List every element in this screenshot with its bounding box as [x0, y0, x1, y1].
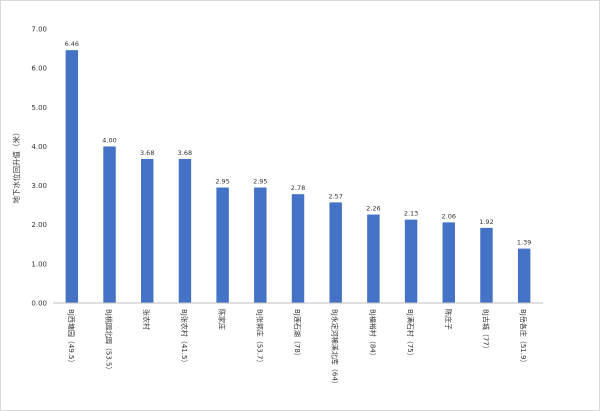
bar	[216, 187, 229, 303]
bar	[178, 158, 192, 303]
data-label: 2.78	[291, 184, 305, 192]
data-label: 2.13	[404, 210, 418, 218]
y-tick-label: 0.00	[31, 300, 47, 308]
y-axis-ticks: 0.00 1.00 2.00 3.00 4.00 5.00 6.00 7.00	[31, 26, 47, 308]
y-tick-label: 6.00	[31, 65, 47, 73]
y-tick-label: 3.00	[31, 182, 47, 190]
bar	[480, 227, 493, 303]
category-label: BJ张郭庄（53.7）	[255, 309, 264, 366]
category-label: BJ桃园北园（53.5）	[105, 309, 114, 373]
bar	[517, 248, 531, 303]
bar	[254, 187, 267, 303]
data-label: 6.46	[65, 40, 79, 48]
y-tick-label: 7.00	[31, 26, 47, 34]
category-label: BJ岳各庄（51.9）	[519, 309, 528, 366]
category-label: BJ古城（77）	[481, 309, 490, 353]
data-label: 4.00	[102, 136, 116, 144]
bar	[291, 194, 305, 303]
data-label: 2.95	[215, 178, 229, 186]
bar	[141, 158, 154, 303]
y-tick-label: 4.00	[31, 143, 47, 151]
category-label: 陈家庄	[218, 309, 227, 330]
bar	[367, 214, 380, 303]
category-label: BJ福裕村（84）	[368, 309, 377, 360]
y-tick-label: 5.00	[31, 104, 47, 112]
bar	[65, 50, 79, 303]
bar	[442, 222, 455, 303]
category-label: 张农村	[142, 309, 151, 330]
category-label: BJ张农村（41.5）	[180, 309, 189, 366]
category-label: BJ莲石湖（78）	[293, 309, 302, 360]
bar-series	[65, 50, 531, 303]
category-label: BJ满石村（75）	[406, 309, 415, 360]
data-label: 2.57	[328, 192, 342, 200]
data-label: 3.68	[178, 149, 192, 157]
data-label: 2.26	[366, 205, 380, 213]
category-label: BJ西塘园（49.5）	[67, 309, 76, 366]
category-labels: BJ西塘园（49.5） BJ桃园北园（53.5） 张农村 BJ张农村（41.5） 陈家庄…	[67, 309, 528, 388]
bar	[404, 219, 418, 303]
bar	[329, 202, 342, 303]
category-label: BJ永定河稀溪北库（64）	[331, 309, 340, 388]
data-label: 1.39	[517, 239, 531, 247]
data-labels: 6.46 4.00 3.68 3.68 2.95 2.95 2.78 2.57 2.26 2.13…	[65, 40, 532, 246]
y-axis-title: 地下水位回升值（米）	[11, 129, 21, 204]
data-label: 2.95	[253, 178, 267, 186]
data-label: 2.06	[442, 212, 456, 220]
y-tick-label: 1.00	[31, 260, 47, 268]
y-tick-label: 2.00	[31, 221, 47, 229]
data-label: 1.92	[479, 218, 493, 226]
category-label: 陈庄子	[444, 309, 453, 330]
bar	[103, 146, 116, 303]
data-label: 3.68	[140, 149, 154, 157]
